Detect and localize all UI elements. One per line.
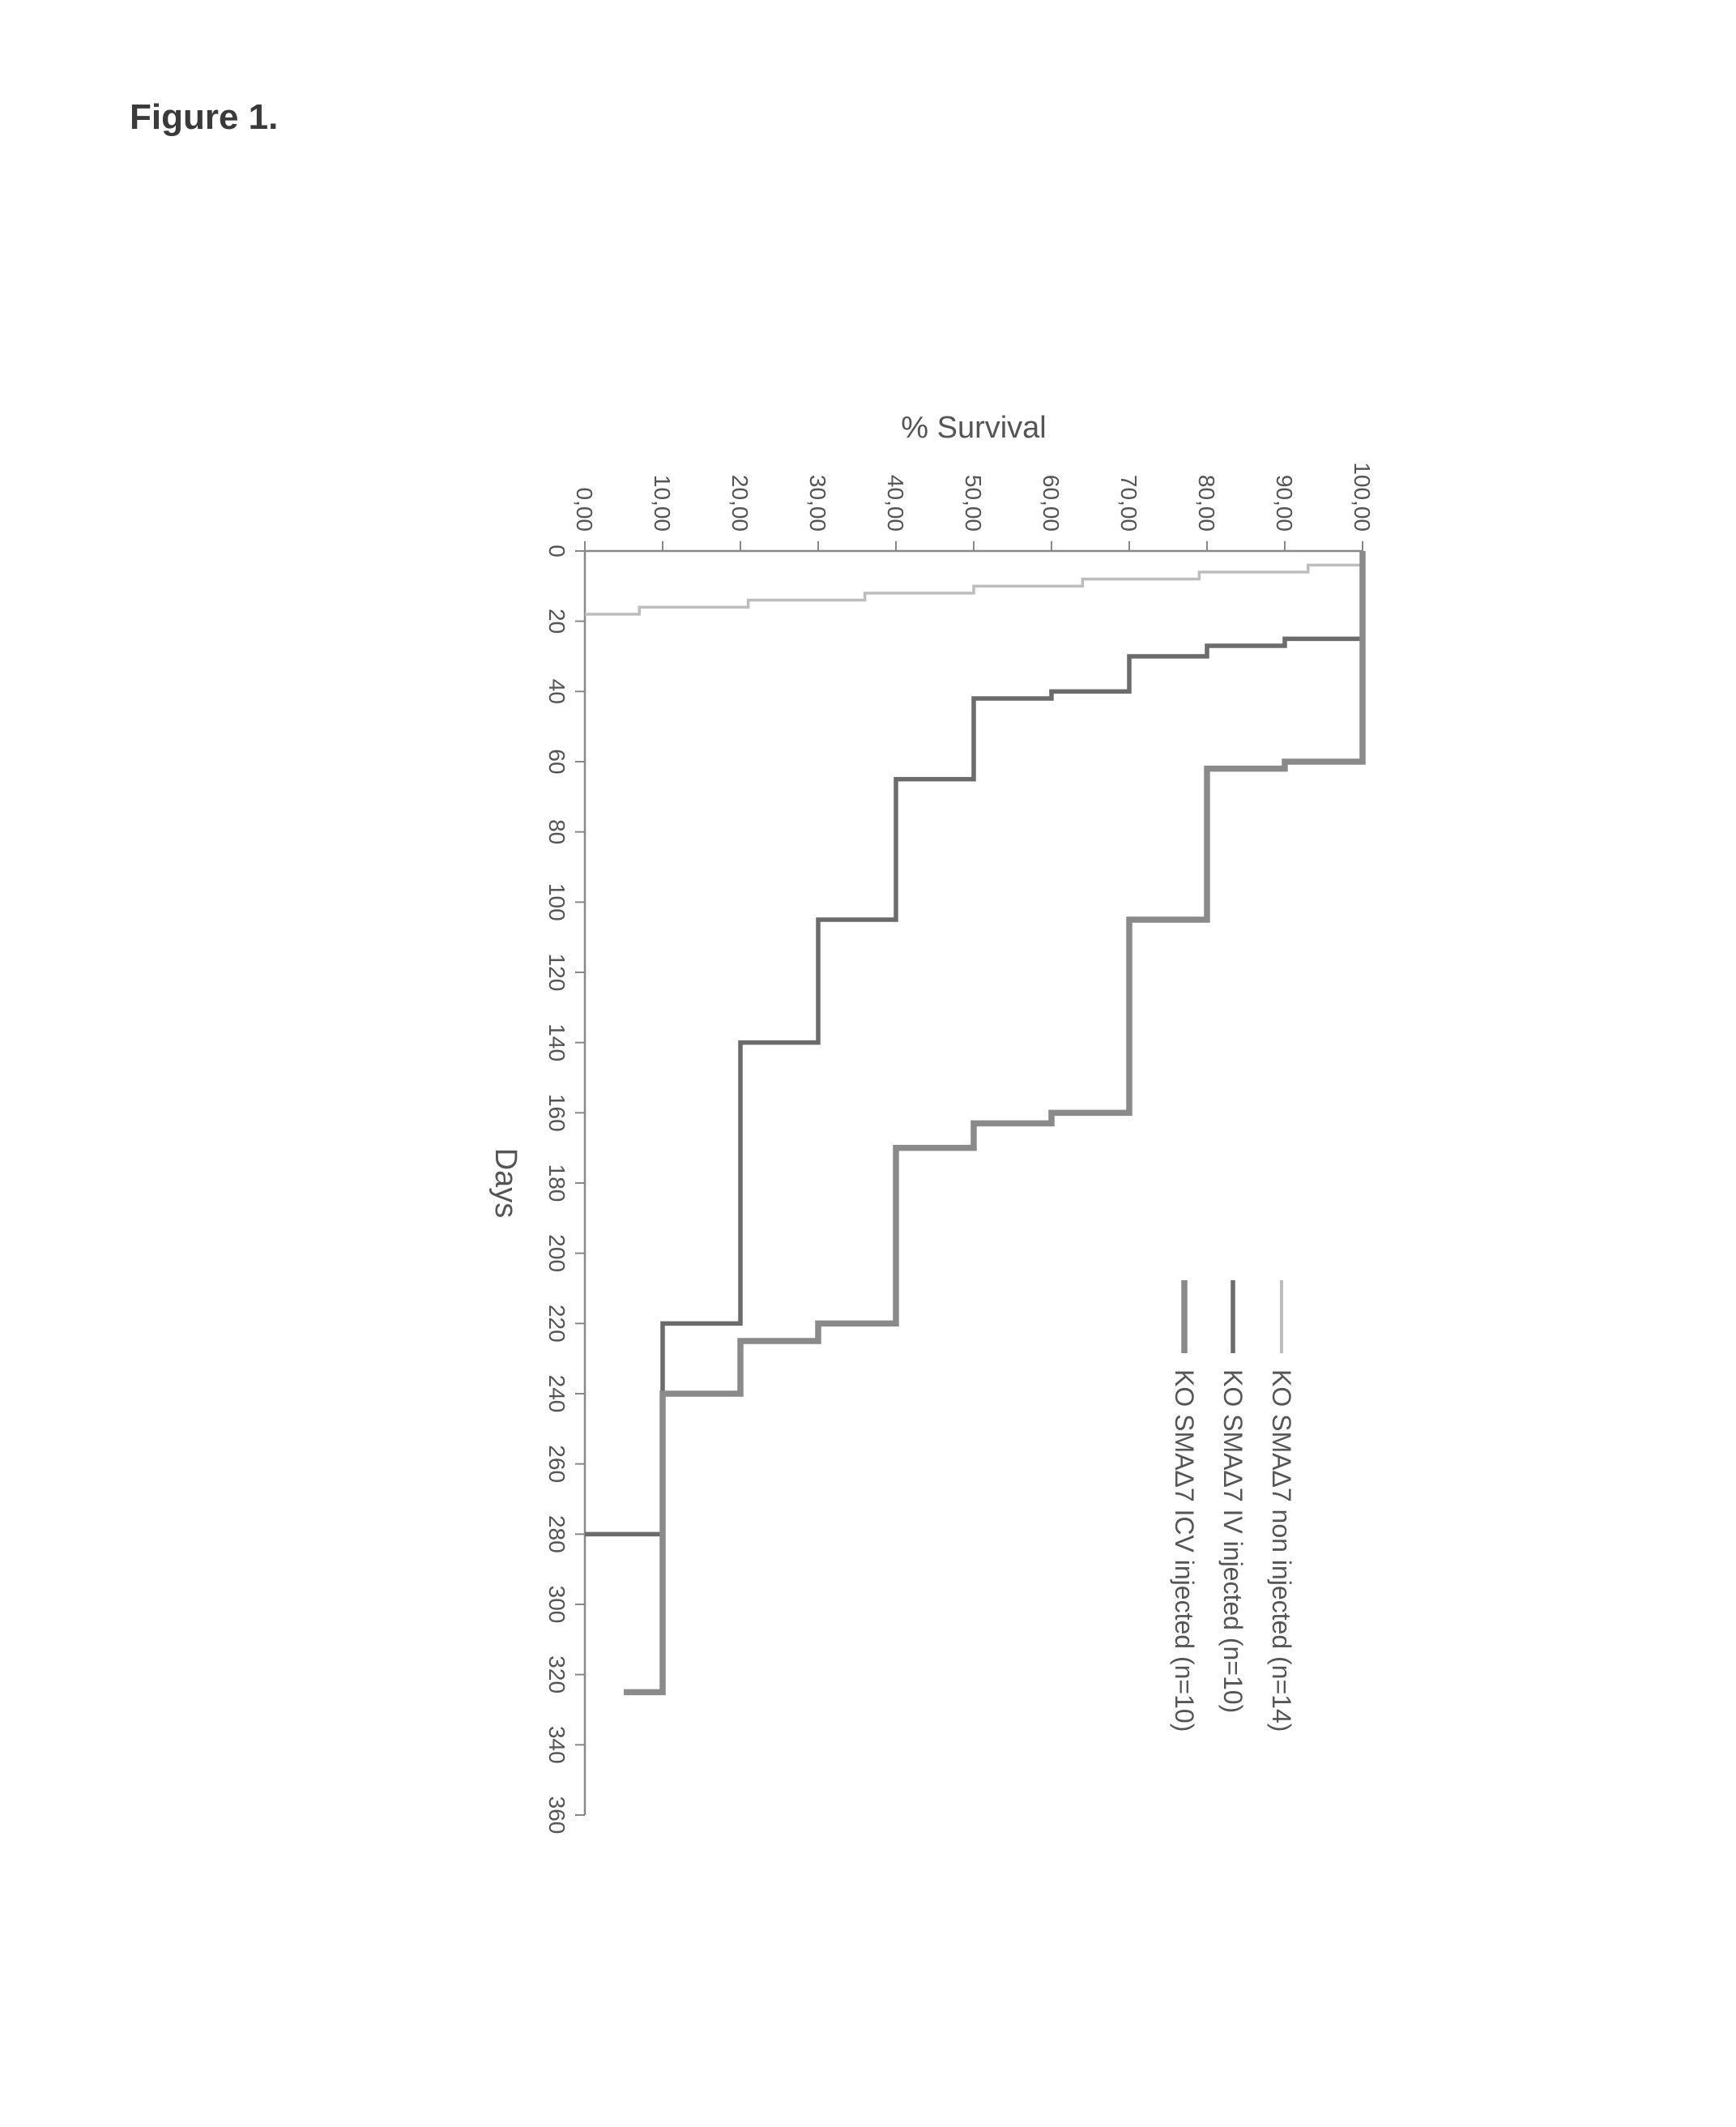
x-axis-label: Days [488,1148,523,1219]
y-tick-label: 60,00 [1039,475,1064,532]
x-tick-label: 80 [544,819,569,844]
x-tick-label: 360 [544,1796,569,1834]
x-tick-label: 180 [544,1164,569,1202]
series-icv_injected [624,551,1363,1692]
x-tick-label: 300 [544,1586,569,1624]
x-tick-label: 0 [544,545,569,557]
x-tick-label: 340 [544,1726,569,1764]
x-tick-label: 260 [544,1445,569,1483]
y-tick-label: 40,00 [883,475,908,532]
legend-label-iv_injected: KO SMAΔ7 IV injected (n=10) [1218,1369,1248,1713]
x-tick-label: 320 [544,1655,569,1693]
y-tick-label: 50,00 [961,475,986,532]
x-tick-label: 220 [544,1305,569,1343]
x-tick-label: 160 [544,1094,569,1132]
y-axis-label: % Survival [901,411,1047,445]
legend-label-non_injected: KO SMAΔ7 non injected (n=14) [1267,1369,1296,1732]
y-tick-label: 100,00 [1350,462,1375,532]
series-non_injected [585,551,1363,614]
x-tick-label: 100 [544,883,569,921]
chart-svg: 0 20 40 60 80 100 120 140 160 180 200 220 240 260 280 3… [342,389,1395,1928]
x-tick-label: 240 [544,1375,569,1413]
x-tick-label: 60 [544,749,569,774]
y-tick-label: 80,00 [1194,475,1219,532]
x-tick-label: 140 [544,1023,569,1061]
y-tick-label: 10,00 [650,475,675,532]
x-tick-label: 280 [544,1515,569,1553]
x-tick-label: 40 [544,679,569,704]
figure-caption: Figure 1. [130,97,278,138]
x-tick-label: 20 [544,609,569,634]
x-tick-label: 120 [544,954,569,992]
legend-label-icv_injected: KO SMAΔ7 ICV injected (n=10) [1170,1369,1199,1732]
page: Figure 1. 0 20 40 60 80 100 120 140 160 180 200 220… [0,0,1736,2127]
x-tick-label: 200 [544,1234,569,1272]
survival-chart: 0 20 40 60 80 100 120 140 160 180 200 220 240 260 280 3… [342,389,1395,1928]
y-tick-label: 30,00 [805,475,830,532]
y-tick-label: 0,00 [572,488,597,532]
y-tick-label: 20,00 [727,475,753,532]
y-tick-label: 90,00 [1272,475,1297,532]
y-tick-label: 70,00 [1116,475,1141,532]
